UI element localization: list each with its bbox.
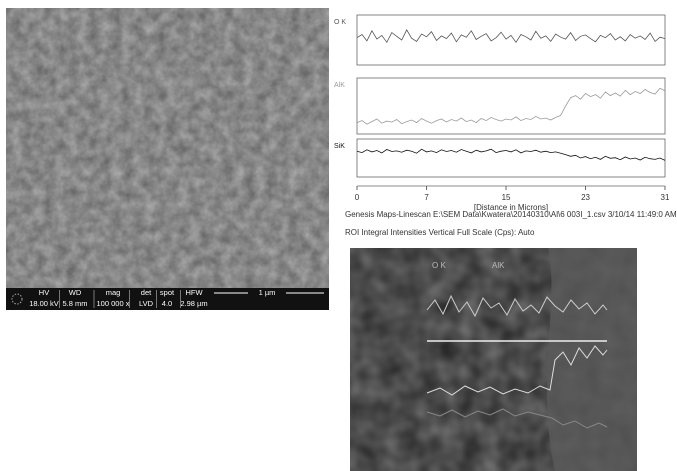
plot-frame	[357, 139, 665, 177]
info-value: 5.8 mm	[62, 299, 87, 308]
overlay-label: AlK	[492, 261, 505, 270]
info-header: mag	[106, 288, 121, 297]
plot-frame	[357, 15, 665, 65]
info-bar: 1 µm HV 18.00 kV WD 5.8 mm mag 100 000 x det LV…	[6, 288, 329, 310]
info-header: WD	[69, 288, 82, 297]
info-value: 4.0	[162, 299, 172, 308]
x-tick-label: 23	[581, 193, 590, 202]
x-axis-title: [Distance in Microns]	[474, 203, 548, 212]
info-header: spot	[160, 288, 175, 297]
sem-texture	[6, 8, 329, 288]
chart-title: O K	[334, 19, 346, 26]
info-value: 18.00 kV	[29, 299, 59, 308]
info-header: HV	[39, 288, 49, 297]
x-tick-label: 31	[661, 193, 670, 202]
overlay-region	[547, 248, 637, 471]
scale-bar-label: 1 µm	[259, 288, 276, 297]
x-tick-label: 15	[502, 193, 511, 202]
x-tick-label: 7	[424, 193, 429, 202]
overlay-label: O K	[432, 261, 446, 270]
chart-title: AlK	[334, 82, 345, 89]
chart-title: SiK	[334, 143, 345, 150]
info-header: HFW	[185, 288, 203, 297]
info-value: LVD	[139, 299, 154, 308]
caption-line: ROI Integral Intensities Vertical Full S…	[345, 228, 535, 237]
info-value: 2.98 µm	[180, 299, 207, 308]
figure: 1 µm HV 18.00 kV WD 5.8 mm mag 100 000 x det LV…	[0, 0, 677, 471]
x-tick-label: 0	[355, 193, 360, 202]
plot-frame	[357, 78, 665, 134]
info-value: 100 000 x	[97, 299, 130, 308]
info-header: det	[141, 288, 152, 297]
